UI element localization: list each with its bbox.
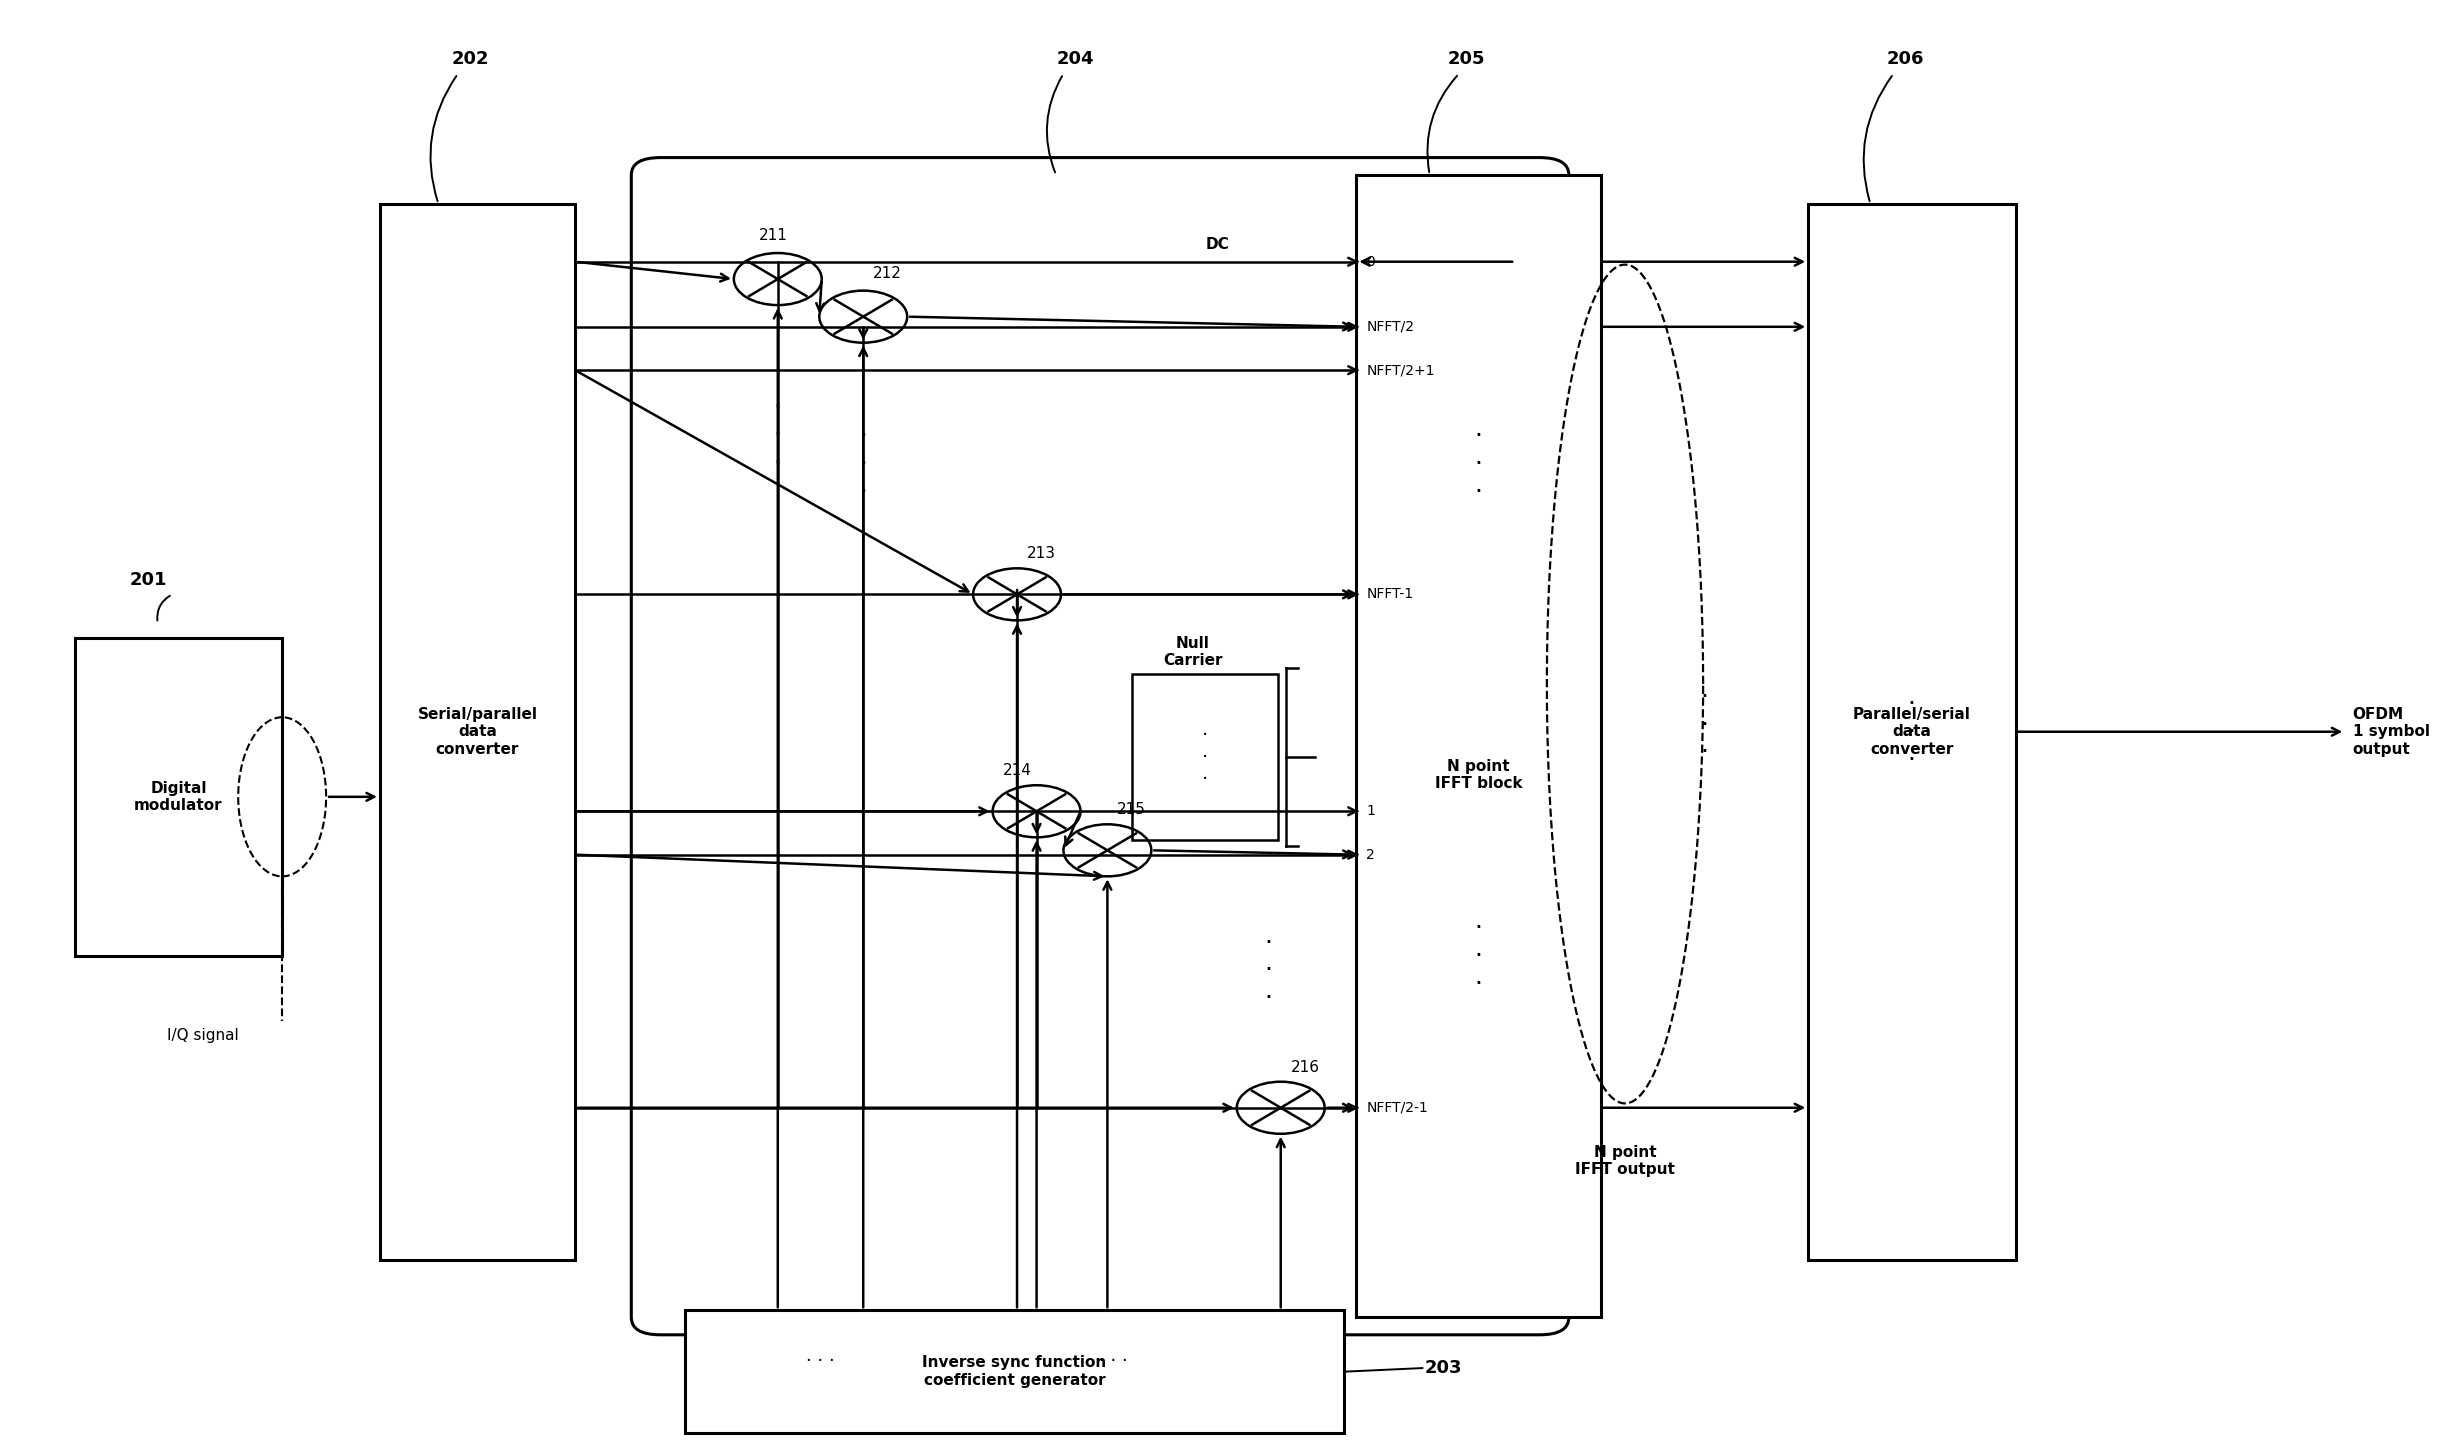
Text: N point
IFFT output: N point IFFT output [1576,1145,1674,1178]
Text: DC: DC [1206,236,1230,252]
Text: ·
·
·: · · · [1701,685,1708,764]
FancyBboxPatch shape [1355,175,1601,1317]
Text: 201: 201 [130,571,167,588]
Text: 204: 204 [1056,51,1096,68]
Text: ·
·
·: · · · [775,396,782,475]
Text: ·
·
·: · · · [860,425,868,504]
Text: Serial/parallel
data
converter: Serial/parallel data converter [417,707,537,756]
FancyBboxPatch shape [380,204,576,1259]
FancyBboxPatch shape [74,638,282,956]
Text: 213: 213 [1027,546,1056,561]
Text: ·
·
·: · · · [1907,693,1917,771]
Text: 214: 214 [1002,764,1032,778]
Text: 203: 203 [1424,1359,1463,1377]
Text: 205: 205 [1449,51,1485,68]
Text: 211: 211 [757,227,787,243]
Text: 1: 1 [1365,804,1375,819]
Text: I/Q signal: I/Q signal [167,1027,238,1043]
Text: 0: 0 [1365,255,1375,268]
Text: ·
·
·: · · · [1201,726,1208,788]
Text: 215: 215 [1118,803,1147,817]
Text: ·
·
·: · · · [1476,425,1483,504]
Text: · · ·: · · · [1098,1352,1127,1369]
Text: N point
IFFT block: N point IFFT block [1434,759,1522,791]
Text: 206: 206 [1887,51,1924,68]
Text: NFFT-1: NFFT-1 [1365,587,1414,601]
Text: ·
·
·: · · · [1476,916,1483,995]
Text: NFFT/2+1: NFFT/2+1 [1365,364,1434,377]
Text: Digital
modulator: Digital modulator [135,781,223,813]
Text: 212: 212 [873,265,902,281]
Text: Inverse sync function
coefficient generator: Inverse sync function coefficient genera… [922,1355,1108,1388]
Text: Null
Carrier: Null Carrier [1164,636,1223,668]
FancyBboxPatch shape [684,1310,1343,1433]
Text: NFFT/2: NFFT/2 [1365,320,1414,333]
Text: 216: 216 [1292,1059,1319,1075]
Text: ·
·
·: · · · [1265,930,1272,1010]
Text: Parallel/serial
data
converter: Parallel/serial data converter [1853,707,1971,756]
Text: 202: 202 [451,51,488,68]
FancyBboxPatch shape [1809,204,2015,1259]
Text: · · ·: · · · [806,1352,836,1369]
FancyBboxPatch shape [1132,674,1279,840]
Text: OFDM
1 symbol
output: OFDM 1 symbol output [2353,707,2429,756]
Text: NFFT/2-1: NFFT/2-1 [1365,1101,1429,1114]
Text: 2: 2 [1365,848,1375,862]
FancyBboxPatch shape [632,158,1569,1335]
